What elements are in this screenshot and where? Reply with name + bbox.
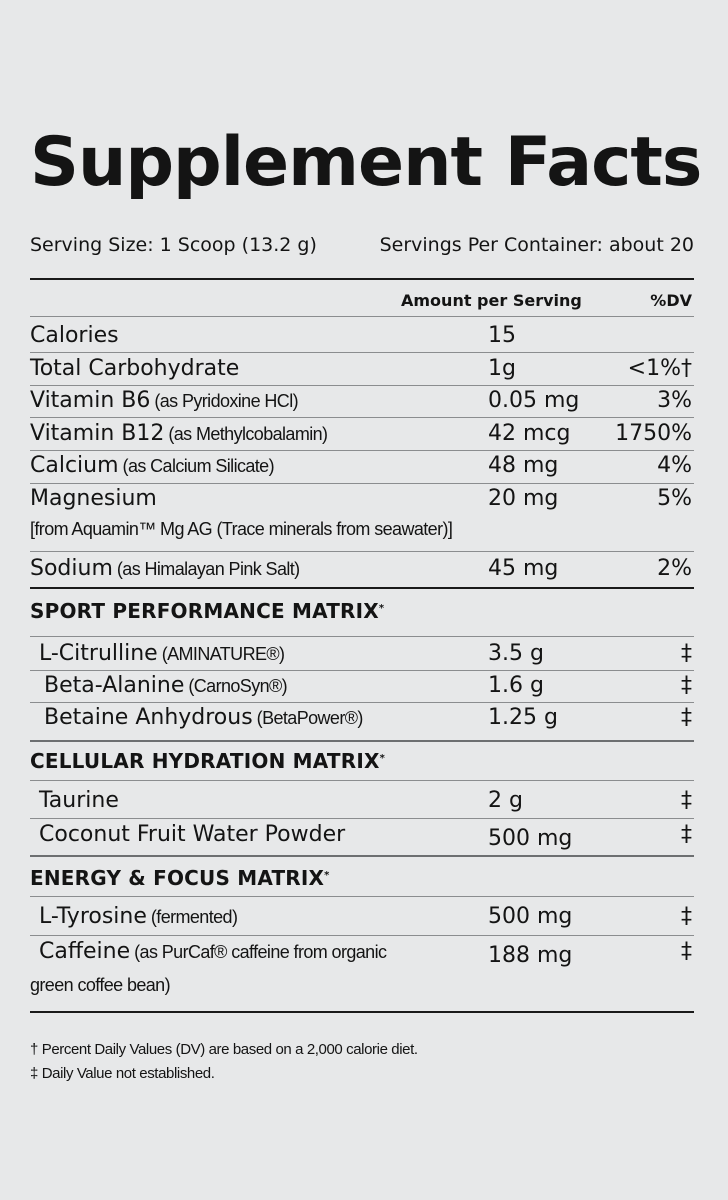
nutrient-amount: 48 mg	[488, 453, 559, 478]
ingredient-amount: 2 g	[488, 788, 523, 813]
nutrient-source: (as Calcium Silicate)	[122, 456, 275, 476]
serving-size: Serving Size: 1 Scoop (13.2 g)	[30, 234, 317, 256]
divider	[30, 551, 694, 552]
divider-thick	[30, 1011, 694, 1013]
nutrient-source: (as Himalayan Pink Salt)	[116, 559, 300, 579]
ingredient-amount: 1.6 g	[488, 673, 544, 698]
footnote-dv: † Percent Daily Values (DV) are based on…	[30, 1041, 418, 1058]
nutrient-name: Vitamin B12 (as Methylcobalamin)	[30, 421, 328, 446]
divider	[30, 702, 694, 703]
nutrient-dv: 4%	[657, 453, 692, 478]
nutrient-source: (as Pyridoxine HCl)	[154, 391, 298, 411]
divider	[30, 818, 694, 819]
nutrient-dv: 5%	[657, 486, 692, 511]
nutrient-amount: 20 mg	[488, 486, 559, 511]
ingredient-amount: 500 mg	[488, 904, 573, 929]
nutrient-dv: <1%†	[627, 356, 692, 381]
ingredient-dv: ‡	[681, 705, 692, 730]
divider	[30, 316, 694, 317]
ingredient-amount: 500 mg	[488, 826, 573, 851]
ingredient-dv: ‡	[681, 641, 692, 666]
panel-title: Supplement Facts	[30, 123, 702, 202]
ingredient-name: Betaine Anhydrous (BetaPower®)	[44, 705, 364, 730]
ingredient-name: Coconut Fruit Water Powder	[39, 822, 346, 847]
ingredient-name: Caffeine (as PurCaf® caffeine from organi…	[39, 939, 387, 964]
nutrient-amount: 42 mcg	[488, 421, 571, 446]
servings-per-container: Servings Per Container: about 20	[379, 234, 694, 256]
matrix-heading: SPORT PERFORMANCE MATRIX*	[30, 599, 385, 623]
divider	[30, 483, 694, 484]
ingredient-name: L-Tyrosine (fermented)	[39, 904, 238, 929]
divider	[30, 417, 694, 418]
nutrient-source: (as Methylcobalamin)	[168, 424, 328, 444]
ingredient-name: Beta-Alanine (CarnoSyn®)	[44, 673, 288, 698]
matrix-heading: ENERGY & FOCUS MATRIX*	[30, 866, 330, 890]
ingredient-amount: 188 mg	[488, 943, 573, 968]
divider	[30, 896, 694, 897]
divider	[30, 450, 694, 451]
nutrient-note: [from Aquamin™ Mg AG (Trace minerals fro…	[30, 519, 453, 539]
nutrient-amount: 1g	[488, 356, 516, 381]
matrix-heading: CELLULAR HYDRATION MATRIX*	[30, 749, 386, 773]
divider	[30, 670, 694, 671]
ingredient-source: (fermented)	[150, 907, 238, 927]
nutrient-amount: 15	[488, 323, 516, 348]
ingredient-dv: ‡	[681, 822, 692, 847]
ingredient-amount: 3.5 g	[488, 641, 544, 666]
ingredient-source: (as PurCaf® caffeine from organic	[134, 942, 387, 962]
nutrient-amount: 45 mg	[488, 556, 559, 581]
ingredient-dv: ‡	[681, 673, 692, 698]
nutrient-name: Calories	[30, 323, 119, 348]
nutrient-name: Vitamin B6 (as Pyridoxine HCl)	[30, 388, 299, 413]
ingredient-source: (BetaPower®)	[256, 708, 364, 728]
nutrient-dv: 1750%	[615, 421, 692, 446]
divider-section	[30, 855, 694, 857]
ingredient-source: (AMINATURE®)	[161, 644, 285, 664]
nutrient-dv: 2%	[657, 556, 692, 581]
ingredient-source: (CarnoSyn®)	[188, 676, 288, 696]
divider	[30, 636, 694, 637]
amount-column-header: Amount per Serving	[401, 291, 582, 310]
ingredient-amount: 1.25 g	[488, 705, 558, 730]
ingredient-dv: ‡	[681, 904, 692, 929]
nutrient-name: Magnesium	[30, 486, 157, 511]
ingredient-note: green coffee bean)	[30, 975, 171, 995]
nutrient-dv: 3%	[657, 388, 692, 413]
divider-section	[30, 740, 694, 742]
ingredient-dv: ‡	[681, 939, 692, 964]
nutrient-name: Total Carbohydrate	[30, 356, 240, 381]
ingredient-dv: ‡	[681, 788, 692, 813]
nutrient-name: Sodium (as Himalayan Pink Salt)	[30, 556, 300, 581]
serving-info: Serving Size: 1 Scoop (13.2 g) Servings …	[30, 230, 694, 260]
ingredient-name: L-Citrulline (AMINATURE®)	[39, 641, 285, 666]
divider	[30, 352, 694, 353]
divider-thick	[30, 278, 694, 280]
dv-column-header: %DV	[650, 291, 692, 310]
divider	[30, 935, 694, 936]
nutrient-amount: 0.05 mg	[488, 388, 580, 413]
divider-thick	[30, 587, 694, 589]
ingredient-name: Taurine	[39, 788, 119, 813]
nutrient-name: Calcium (as Calcium Silicate)	[30, 453, 275, 478]
divider	[30, 385, 694, 386]
divider	[30, 780, 694, 781]
footnote-not-established: ‡ Daily Value not established.	[30, 1065, 215, 1082]
